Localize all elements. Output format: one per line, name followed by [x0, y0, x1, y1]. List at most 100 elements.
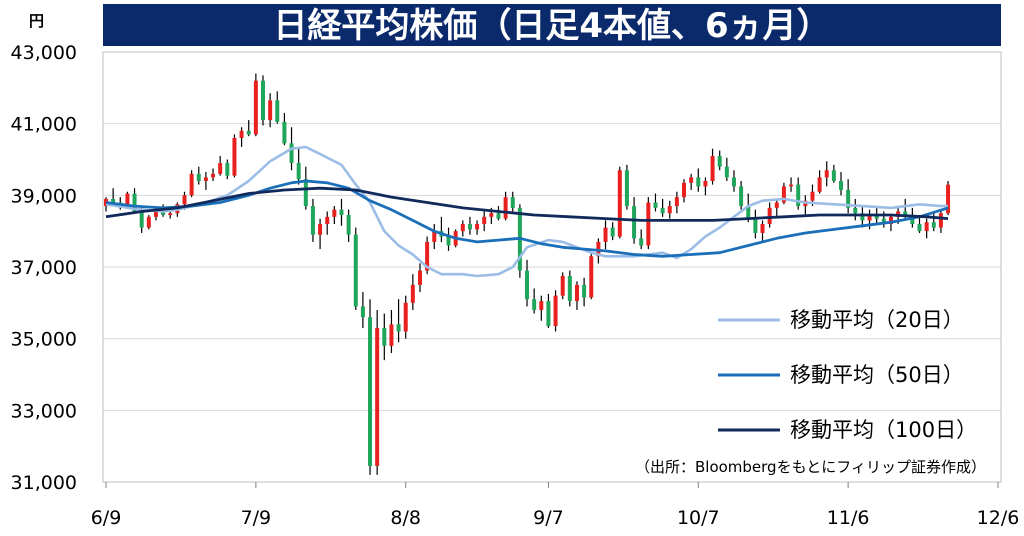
- candle-body: [924, 222, 929, 232]
- candle: [660, 198, 665, 217]
- candle: [168, 211, 173, 219]
- candle: [560, 272, 565, 300]
- candle-body: [931, 222, 936, 228]
- legend-label-ma20: 移動平均（20日）: [790, 308, 964, 332]
- candle: [582, 277, 587, 307]
- ma50-line: [105, 179, 949, 258]
- candle: [275, 91, 280, 124]
- candle: [446, 227, 451, 251]
- candle-body: [739, 186, 744, 207]
- candle: [731, 170, 736, 192]
- candle-body: [632, 206, 637, 239]
- candle: [525, 259, 530, 307]
- candle: [460, 220, 465, 237]
- candle-body: [917, 224, 922, 232]
- candle: [318, 218, 323, 250]
- candle: [467, 216, 472, 235]
- candle: [703, 177, 708, 196]
- candle: [639, 229, 644, 250]
- candle: [510, 191, 515, 212]
- candle: [617, 166, 622, 239]
- candle-body: [475, 224, 480, 230]
- legend-label-ma100: 移動平均（100日）: [790, 418, 977, 442]
- candle: [860, 206, 865, 228]
- candle-body: [146, 216, 151, 228]
- candle: [831, 164, 836, 183]
- moving-average-lines: [105, 145, 949, 278]
- candle: [789, 177, 794, 192]
- y-tick-label: 35,000: [11, 329, 77, 351]
- candle-body: [132, 193, 137, 212]
- candle: [646, 197, 651, 250]
- candle-body: [125, 193, 130, 205]
- candle: [682, 179, 687, 203]
- candle-body: [410, 284, 415, 303]
- candle: [353, 227, 358, 310]
- candle: [296, 148, 301, 185]
- candle-body: [789, 184, 794, 187]
- candle-body: [275, 100, 280, 122]
- candle: [268, 93, 273, 128]
- candle-body: [624, 170, 629, 207]
- candle: [417, 263, 422, 293]
- candle: [503, 191, 508, 221]
- legend-label-ma50: 移動平均（50日）: [790, 363, 964, 387]
- candle: [774, 198, 779, 217]
- candle-body: [525, 270, 530, 300]
- candle-body: [482, 216, 487, 224]
- candle: [360, 292, 365, 328]
- x-tick-label: 7/9: [241, 507, 272, 529]
- candle: [781, 182, 786, 205]
- y-tick-label: 41,000: [11, 114, 77, 136]
- candle-body: [417, 270, 422, 285]
- candle-body: [539, 301, 544, 310]
- candle: [717, 150, 722, 171]
- candle-body: [225, 163, 230, 176]
- candle: [203, 172, 208, 190]
- ma100-line: [105, 186, 949, 222]
- candle-body: [389, 324, 394, 346]
- candle-body: [460, 224, 465, 232]
- candle-body: [139, 211, 144, 228]
- candle-body: [260, 80, 265, 121]
- candle: [332, 206, 337, 224]
- candle: [574, 281, 579, 310]
- candle-body: [318, 224, 323, 235]
- candle: [253, 73, 258, 137]
- candle-body: [674, 197, 679, 207]
- candle: [824, 161, 829, 187]
- candle: [739, 181, 744, 210]
- candle: [396, 299, 401, 343]
- candle: [553, 290, 558, 332]
- candle: [753, 209, 758, 239]
- candle: [211, 168, 216, 181]
- candle-body: [703, 181, 708, 187]
- candle-body: [796, 184, 801, 207]
- candle: [517, 204, 522, 278]
- y-unit-label: 円: [29, 12, 44, 30]
- candle-body: [510, 197, 515, 208]
- candle: [917, 216, 922, 233]
- candle: [674, 191, 679, 214]
- candle-body: [310, 206, 315, 235]
- candle: [403, 295, 408, 339]
- candle-body: [332, 209, 337, 217]
- candle: [482, 211, 487, 232]
- candle-body: [881, 218, 886, 224]
- candle: [567, 270, 572, 307]
- candle-body: [375, 327, 380, 466]
- candle: [260, 75, 265, 126]
- candle-body: [446, 236, 451, 246]
- candle-body: [360, 306, 365, 318]
- x-tick-label: 6/9: [91, 507, 122, 529]
- candle-body: [296, 163, 301, 180]
- candle: [539, 295, 544, 321]
- candle-body: [582, 284, 587, 298]
- y-tick-label: 31,000: [11, 472, 77, 494]
- candle-body: [888, 216, 893, 224]
- x-tick-label: 12/6: [977, 507, 1020, 529]
- x-tick-label: 8/8: [390, 507, 421, 529]
- candles: [104, 73, 951, 475]
- candle: [111, 188, 116, 205]
- candle-body: [846, 189, 851, 208]
